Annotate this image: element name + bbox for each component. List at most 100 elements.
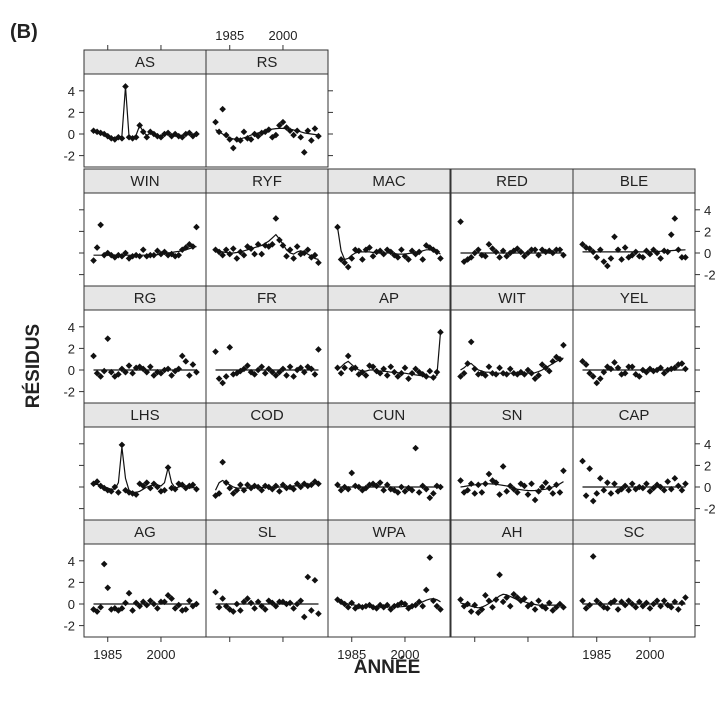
data-point (579, 241, 586, 248)
panel-frame (205, 543, 329, 638)
data-point (129, 135, 136, 142)
data-point (496, 364, 503, 372)
data-point (682, 480, 689, 488)
data-point (553, 603, 560, 611)
data-point (660, 486, 668, 494)
data-point (276, 368, 283, 376)
data-point (556, 246, 564, 254)
panel-cun: CUN (327, 402, 451, 521)
data-point (304, 246, 312, 254)
data-point (503, 488, 510, 495)
data-point (496, 571, 503, 579)
data-point (315, 610, 322, 618)
data-point (510, 590, 518, 598)
data-point (276, 122, 283, 129)
data-point (405, 256, 412, 263)
data-point (143, 368, 151, 376)
data-point (222, 373, 230, 380)
data-point (297, 483, 305, 491)
data-point (139, 598, 147, 606)
data-point (136, 252, 143, 260)
data-point (460, 369, 468, 377)
data-point (132, 491, 140, 498)
data-point (671, 475, 679, 482)
data-point (154, 368, 161, 376)
data-point (528, 369, 535, 377)
data-point (269, 133, 276, 141)
data-point (678, 360, 686, 367)
panel-strip-label: MAC (372, 173, 406, 190)
data-point (366, 481, 373, 489)
data-point (474, 246, 482, 254)
panel-strip-label: AP (379, 290, 399, 307)
data-point (115, 371, 122, 378)
data-point (383, 601, 391, 609)
data-point (373, 605, 380, 612)
data-point (293, 127, 301, 135)
data-point (506, 365, 514, 373)
panel-frame (83, 426, 207, 521)
data-point (132, 599, 140, 607)
data-point (607, 490, 615, 497)
x-tick-label: 2000 (147, 647, 176, 662)
data-point (93, 369, 101, 377)
data-point (341, 259, 348, 267)
data-point (297, 250, 305, 258)
data-point (600, 486, 608, 494)
data-point (258, 250, 265, 258)
data-point (122, 368, 129, 376)
data-point (286, 599, 294, 607)
data-point (100, 251, 108, 259)
data-point (233, 486, 241, 494)
panel-strip-label: RS (257, 54, 278, 71)
data-point (607, 365, 615, 373)
data-point (168, 595, 175, 602)
data-point (433, 368, 441, 376)
data-point (175, 601, 183, 609)
data-point (186, 129, 193, 137)
data-point (147, 597, 154, 605)
data-point (283, 124, 290, 131)
data-point (426, 554, 434, 561)
data-point (387, 248, 395, 256)
data-point (589, 248, 597, 256)
data-point (369, 363, 377, 371)
data-point (293, 366, 301, 374)
data-point (589, 373, 597, 380)
data-point (344, 263, 352, 271)
data-point (237, 607, 244, 614)
data-point (150, 600, 158, 608)
data-point (373, 367, 380, 375)
data-point (524, 491, 532, 498)
data-point (394, 489, 402, 496)
panel-ap: AP (327, 285, 451, 404)
data-point (233, 600, 241, 608)
data-point (542, 248, 550, 256)
data-point (150, 372, 158, 379)
data-point (258, 602, 265, 610)
data-point (315, 259, 322, 267)
data-point (391, 251, 398, 259)
data-point (611, 233, 618, 241)
data-point (229, 608, 237, 615)
data-point (556, 600, 564, 608)
panel-frame (83, 192, 207, 287)
data-point (521, 482, 528, 490)
data-point (457, 373, 464, 380)
data-point (237, 137, 244, 144)
data-point (387, 606, 395, 613)
data-point (618, 256, 625, 263)
panel-strip-label: CUN (373, 407, 406, 424)
data-point (596, 600, 604, 608)
data-point (467, 338, 475, 346)
data-point (122, 83, 129, 90)
data-point (657, 255, 664, 262)
data-point (341, 600, 348, 608)
data-point (362, 372, 370, 379)
data-point (471, 490, 479, 497)
data-point (276, 488, 283, 495)
data-point (297, 133, 305, 141)
data-point (111, 254, 119, 261)
data-point (593, 597, 601, 605)
data-point (471, 601, 479, 609)
